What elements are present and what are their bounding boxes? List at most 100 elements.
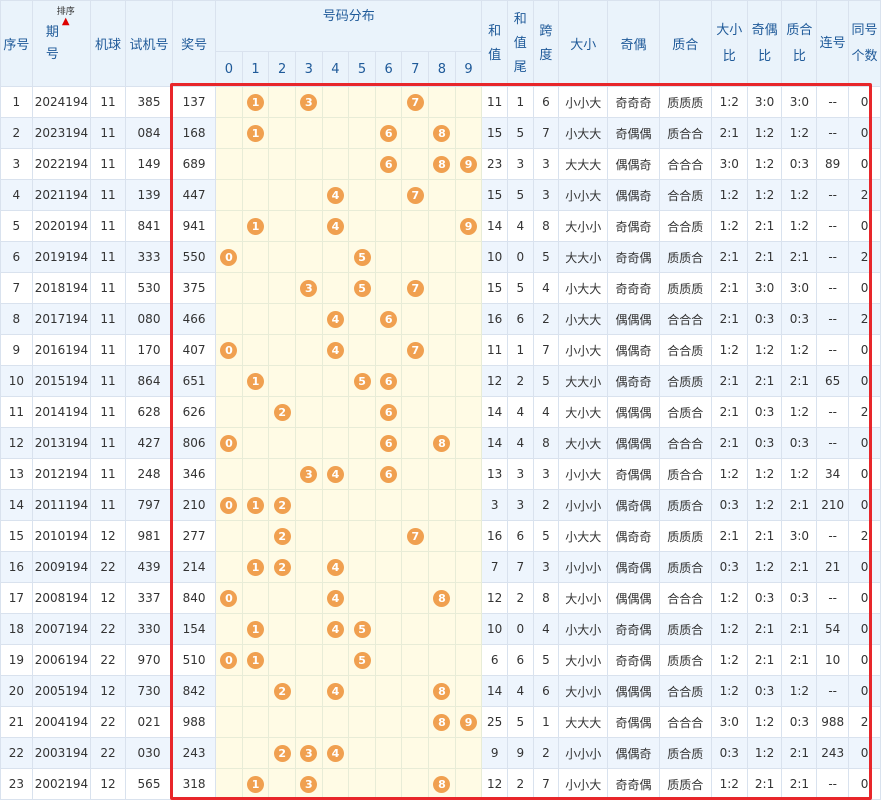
cell-digit-8: 8 xyxy=(428,117,456,149)
cell-trial: 030 xyxy=(124,737,174,769)
cell-big-small: 大大小 xyxy=(558,365,609,397)
cell-pc-ratio: 2:1 xyxy=(781,644,818,676)
cell-period: 2005194 xyxy=(31,675,92,707)
cell-digit-8 xyxy=(428,551,456,583)
cell-prime-composite: 合质质 xyxy=(658,365,712,397)
cell-big-small: 小大大 xyxy=(558,520,609,552)
cell-digit-8 xyxy=(428,489,456,521)
cell-seq: 4 xyxy=(0,179,33,211)
cell-span: 8 xyxy=(532,582,560,614)
cell-digit-4: 4 xyxy=(321,303,350,335)
cell-digit-9 xyxy=(454,365,483,397)
cell-oe-ratio: 2:1 xyxy=(746,768,783,800)
cell-consecutive: -- xyxy=(816,210,850,242)
cell-sum: 14 xyxy=(481,675,508,707)
cell-prize: 988 xyxy=(172,706,217,738)
cell-sum: 15 xyxy=(481,179,508,211)
cell-pc-ratio: 2:1 xyxy=(781,365,818,397)
cell-machine: 11 xyxy=(90,458,126,490)
cell-pc-ratio: 2:1 xyxy=(781,768,818,800)
cell-same-count: 0 xyxy=(848,117,881,149)
cell-digit-9 xyxy=(454,117,483,149)
cell-digit-0 xyxy=(215,768,243,800)
header-digit-5: 5 xyxy=(348,51,376,87)
cell-odd-even: 奇偶奇 xyxy=(607,210,660,242)
cell-span: 3 xyxy=(532,551,560,583)
cell-digit-8: 8 xyxy=(428,582,456,614)
cell-pc-ratio: 2:1 xyxy=(781,613,818,645)
cell-seq: 9 xyxy=(0,334,33,366)
cell-digit-6 xyxy=(374,520,403,552)
cell-digit-1 xyxy=(241,241,270,273)
cell-pc-ratio: 3:0 xyxy=(781,520,818,552)
cell-same-count: 0 xyxy=(848,272,881,304)
cell-big-small: 小小小 xyxy=(558,489,609,521)
sort-toggle[interactable]: 排序 ▲ xyxy=(57,7,75,27)
cell-span: 3 xyxy=(532,148,560,180)
cell-trial: 439 xyxy=(124,551,174,583)
cell-consecutive: -- xyxy=(816,768,850,800)
cell-sum-tail: 4 xyxy=(506,427,534,459)
cell-oe-ratio: 1:2 xyxy=(746,148,783,180)
cell-digit-0: 0 xyxy=(215,241,243,273)
cell-sum: 12 xyxy=(481,365,508,397)
cell-prize: 510 xyxy=(172,644,217,676)
digit-ball: 4 xyxy=(326,186,344,204)
header-distribution: 号码分布 xyxy=(215,0,483,52)
cell-digit-2 xyxy=(268,365,296,397)
cell-digit-6 xyxy=(374,644,403,676)
cell-prize: 941 xyxy=(172,210,217,242)
cell-digit-0: 0 xyxy=(215,427,243,459)
cell-seq: 10 xyxy=(0,365,33,397)
cell-digit-1: 1 xyxy=(241,644,270,676)
digit-ball: 5 xyxy=(353,248,371,266)
cell-prize: 346 xyxy=(172,458,217,490)
cell-digit-7 xyxy=(401,241,430,273)
cell-seq: 14 xyxy=(0,489,33,521)
cell-trial: 864 xyxy=(124,365,174,397)
cell-seq: 7 xyxy=(0,272,33,304)
cell-consecutive: 988 xyxy=(816,706,850,738)
cell-oe-ratio: 0:3 xyxy=(746,303,783,335)
digit-ball: 4 xyxy=(326,558,344,576)
cell-digit-7 xyxy=(401,117,430,149)
cell-digit-5 xyxy=(348,458,376,490)
digit-ball: 8 xyxy=(433,124,451,142)
digit-ball: 1 xyxy=(247,496,265,514)
cell-prize: 842 xyxy=(172,675,217,707)
table-row: 22 2003194 22 030 243 2 3 4 9 9 2 小小小 偶偶奇 质合质 0:3 1:2 2:… xyxy=(0,737,881,769)
cell-period: 2020194 xyxy=(31,210,92,242)
digit-ball: 0 xyxy=(220,248,238,266)
cell-consecutive: -- xyxy=(816,241,850,273)
digit-ball: 5 xyxy=(353,372,371,390)
cell-bs-ratio: 1:2 xyxy=(710,768,748,800)
cell-digit-4 xyxy=(321,272,350,304)
cell-seq: 8 xyxy=(0,303,33,335)
cell-consecutive: 54 xyxy=(816,613,850,645)
cell-oe-ratio: 2:1 xyxy=(746,365,783,397)
cell-digit-8: 8 xyxy=(428,675,456,707)
cell-sum-tail: 0 xyxy=(506,241,534,273)
sort-arrow-icon: ▲ xyxy=(61,16,70,27)
cell-prime-composite: 合合合 xyxy=(658,303,712,335)
cell-pc-ratio: 3:0 xyxy=(781,272,818,304)
cell-consecutive: 89 xyxy=(816,148,850,180)
cell-span: 5 xyxy=(532,365,560,397)
digit-ball: 3 xyxy=(300,93,318,111)
cell-prime-composite: 质质合 xyxy=(658,551,712,583)
header-period[interactable]: 期号 排序 ▲ xyxy=(31,0,92,87)
digit-ball: 7 xyxy=(406,279,424,297)
cell-span: 5 xyxy=(532,241,560,273)
cell-digit-9 xyxy=(454,613,483,645)
cell-oe-ratio: 2:1 xyxy=(746,613,783,645)
cell-seq: 16 xyxy=(0,551,33,583)
cell-digit-1 xyxy=(241,458,270,490)
cell-digit-4 xyxy=(321,86,350,118)
cell-prize: 626 xyxy=(172,396,217,428)
cell-odd-even: 奇奇奇 xyxy=(607,86,660,118)
cell-prize: 210 xyxy=(172,489,217,521)
digit-ball: 6 xyxy=(380,403,398,421)
cell-bs-ratio: 2:1 xyxy=(710,272,748,304)
cell-digit-4 xyxy=(321,117,350,149)
cell-digit-2 xyxy=(268,582,296,614)
